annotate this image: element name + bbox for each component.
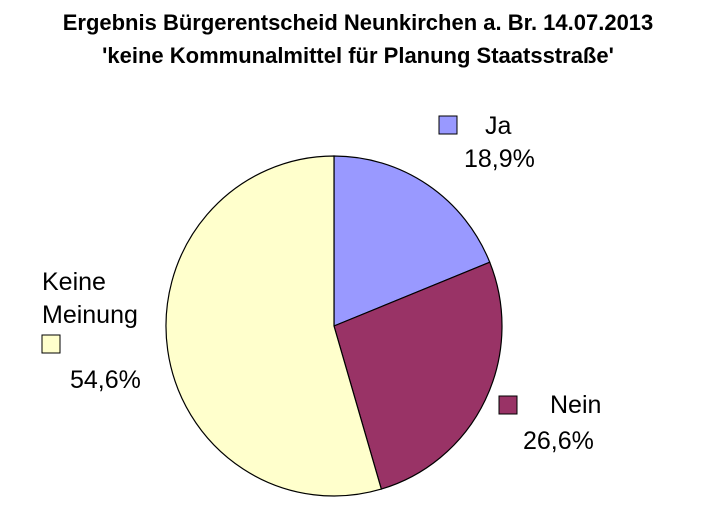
- slice-label-ja: Ja: [485, 112, 512, 140]
- slice-value-ja: 18,9%: [464, 145, 535, 173]
- slice-label-nein: Nein: [550, 391, 601, 419]
- legend-swatch-nein: [498, 395, 518, 415]
- slice-value-nein: 26,6%: [523, 427, 594, 455]
- slice-label-keine-meinung-line2: Meinung: [42, 301, 138, 329]
- chart-subtitle: 'keine Kommunalmittel für Planung Staats…: [102, 43, 614, 68]
- slice-label-keine-meinung-line1: Keine: [42, 268, 106, 296]
- slice-value-keine-meinung: 54,6%: [70, 366, 141, 394]
- pie-slice-nein: [333, 261, 503, 490]
- pie-slice-keine-meinung: [165, 155, 383, 497]
- chart-title: Ergebnis Bürgerentscheid Neunkirchen a. …: [63, 10, 654, 35]
- pie-slices: [165, 155, 503, 497]
- legend-swatch-keine-meinung: [41, 334, 61, 354]
- legend-swatch-ja: [438, 115, 458, 135]
- pie-slice-ja: [333, 155, 491, 327]
